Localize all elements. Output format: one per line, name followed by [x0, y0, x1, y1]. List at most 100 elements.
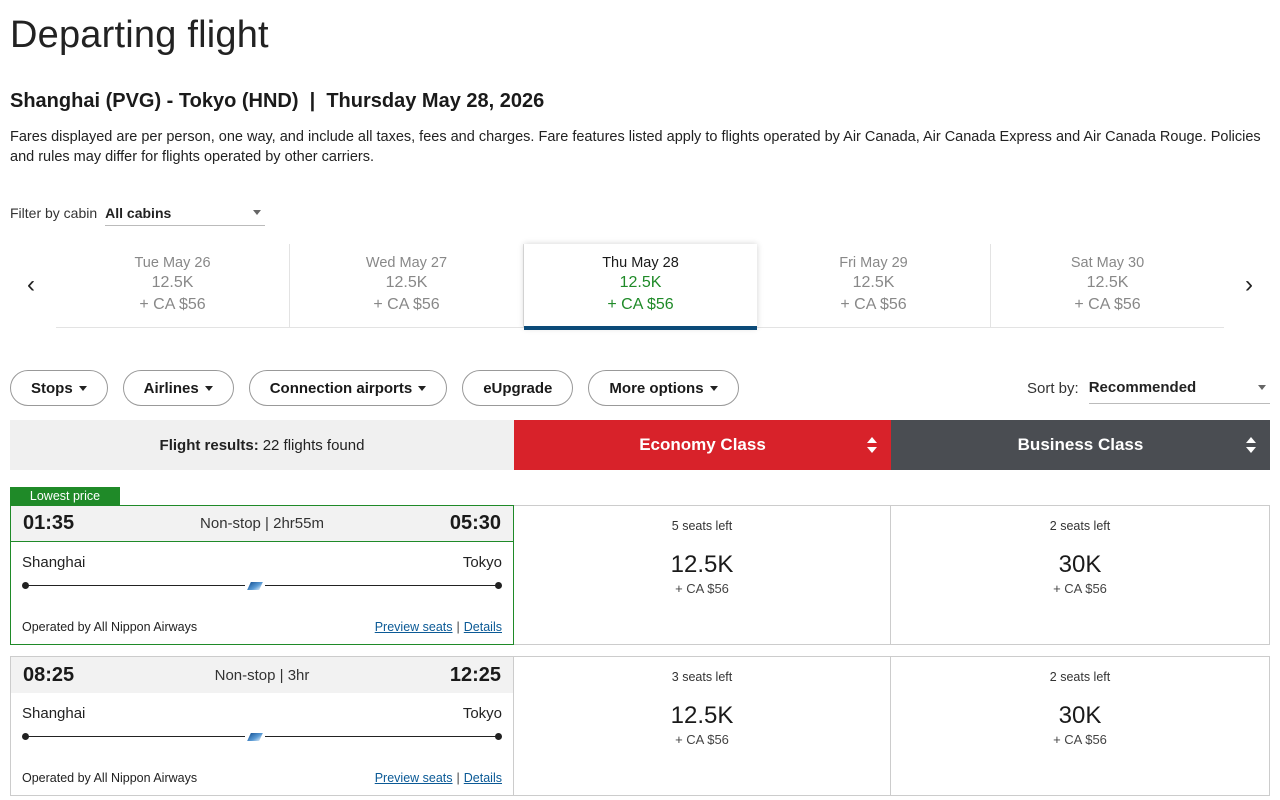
fare-points: 30K [1058, 551, 1102, 578]
economy-fare-cell[interactable]: 5 seats left 12.5K + CA $56 [514, 505, 891, 645]
results-header: Flight results: 22 flights found Economy… [10, 420, 1270, 470]
airlines-filter-button[interactable]: Airlines [122, 370, 234, 406]
preview-seats-link[interactable]: Preview seats [374, 620, 453, 634]
date-points: 12.5K [385, 274, 428, 291]
date-option-selected[interactable]: Thu May 28 12.5K + CA $56 [524, 244, 757, 330]
cabin-filter: Filter by cabin All cabins [10, 200, 266, 226]
cabin-filter-label: Filter by cabin [10, 205, 98, 221]
economy-class-label: Economy Class [639, 435, 766, 454]
departure-time: 08:25 [23, 663, 75, 686]
date-option[interactable]: Fri May 29 12.5K + CA $56 [757, 244, 991, 327]
caret-down-icon [709, 385, 718, 391]
link-separator: | [456, 771, 460, 785]
link-separator: | [456, 620, 460, 634]
flight-info: 08:25 Non-stop | 3hr 12:25 Shanghai Toky… [10, 656, 514, 796]
eupgrade-filter-label: eUpgrade [483, 379, 553, 397]
business-class-label: Business Class [1017, 435, 1144, 454]
filter-bar: Stops Airlines Connection airports eUpgr… [10, 370, 739, 406]
cabin-select-value: All cabins [105, 204, 172, 221]
date-option[interactable]: Sat May 30 12.5K + CA $56 [991, 244, 1224, 327]
seats-left: 3 seats left [671, 670, 733, 684]
economy-class-header[interactable]: Economy Class [514, 420, 891, 470]
date-row: Tue May 26 12.5K + CA $56 Wed May 27 12.… [56, 244, 1224, 330]
flight-time-bar: 08:25 Non-stop | 3hr 12:25 [11, 657, 513, 693]
eupgrade-filter-button[interactable]: eUpgrade [462, 370, 574, 406]
sort-select[interactable]: Recommended [1088, 372, 1270, 404]
caret-down-icon [78, 385, 87, 391]
operator-text: Operated by All Nippon Airways [22, 620, 198, 634]
date-label: Thu May 28 [602, 255, 679, 271]
fare-taxes: + CA $56 [1053, 732, 1107, 747]
economy-fare-cell[interactable]: 3 seats left 12.5K + CA $56 [514, 656, 891, 796]
business-fare-cell[interactable]: 2 seats left 30K + CA $56 [891, 505, 1270, 645]
flight-time-bar: 01:35 Non-stop | 2hr55m 05:30 [11, 506, 513, 542]
date-points: 12.5K [852, 274, 895, 291]
destination-dot [495, 582, 502, 589]
chevron-left-icon[interactable]: ‹ [27, 271, 35, 298]
destination-city: Tokyo [462, 705, 502, 722]
chevron-right-icon[interactable]: › [1245, 271, 1253, 298]
ana-logo-icon [245, 578, 265, 594]
cabin-select[interactable]: All cabins [105, 200, 266, 226]
fare-points: 30K [1058, 702, 1102, 729]
fare-taxes: + CA $56 [675, 732, 729, 747]
flight-cities: Shanghai Tokyo [11, 693, 513, 722]
preview-seats-link[interactable]: Preview seats [374, 771, 453, 785]
flight-row: 01:35 Non-stop | 2hr55m 05:30 Shanghai T… [10, 505, 1270, 645]
results-label: Flight results: [159, 436, 259, 454]
route-heading: Shanghai (PVG) - Tokyo (HND) | Thursday … [10, 90, 545, 112]
stops-filter-label: Stops [31, 379, 73, 397]
date-taxes: + CA $56 [373, 296, 440, 313]
date-points: 12.5K [1086, 274, 1129, 291]
date-taxes: + CA $56 [1074, 296, 1141, 313]
flight-footer: Operated by All Nippon Airways Preview s… [22, 771, 502, 785]
departure-time: 01:35 [23, 512, 75, 534]
results-count-value: 22 flights found [262, 436, 365, 454]
date-option[interactable]: Wed May 27 12.5K + CA $56 [290, 244, 524, 327]
destination-city: Tokyo [462, 554, 502, 571]
caret-down-icon [1257, 385, 1266, 390]
seats-left: 2 seats left [1049, 670, 1111, 684]
business-class-header[interactable]: Business Class [891, 420, 1270, 470]
stops-filter-button[interactable]: Stops [10, 370, 108, 406]
date-taxes: + CA $56 [840, 296, 907, 313]
page-title: Departing flight [10, 14, 269, 56]
details-link[interactable]: Details [463, 620, 502, 634]
flight-info: 01:35 Non-stop | 2hr55m 05:30 Shanghai T… [10, 505, 514, 645]
arrival-time: 12:25 [449, 663, 501, 686]
flight-footer: Operated by All Nippon Airways Preview s… [22, 620, 502, 634]
sort-select-value: Recommended [1088, 379, 1197, 396]
caret-down-icon [204, 385, 213, 391]
flight-cities: Shanghai Tokyo [11, 542, 513, 571]
more-options-button[interactable]: More options [588, 370, 739, 406]
fare-points: 12.5K [670, 702, 734, 729]
date-points: 12.5K [619, 274, 662, 291]
business-fare-cell[interactable]: 2 seats left 30K + CA $56 [891, 656, 1270, 796]
seats-left: 5 seats left [671, 519, 733, 533]
fare-disclaimer: Fares displayed are per person, one way,… [10, 129, 1261, 165]
sort-updown-icon [1246, 437, 1256, 453]
date-taxes: + CA $56 [139, 296, 206, 313]
date-label: Tue May 26 [134, 255, 211, 271]
flight-row: 08:25 Non-stop | 3hr 12:25 Shanghai Toky… [10, 656, 1270, 796]
date-label: Wed May 27 [365, 255, 448, 271]
date-points: 12.5K [151, 274, 194, 291]
caret-down-icon [253, 210, 262, 215]
caret-down-icon [418, 385, 427, 391]
fare-points: 12.5K [670, 551, 734, 578]
connection-airports-filter-button[interactable]: Connection airports [248, 370, 448, 406]
details-link[interactable]: Details [463, 771, 502, 785]
airlines-filter-label: Airlines [143, 379, 199, 397]
sort-control: Sort by: Recommended [1027, 372, 1270, 404]
fare-taxes: + CA $56 [675, 581, 729, 596]
date-label: Sat May 30 [1070, 255, 1145, 271]
flight-duration: Non-stop | 2hr55m [200, 515, 324, 532]
seats-left: 2 seats left [1049, 519, 1111, 533]
date-option[interactable]: Tue May 26 12.5K + CA $56 [56, 244, 290, 327]
date-carousel: ‹ Tue May 26 12.5K + CA $56 Wed May 27 1… [10, 244, 1270, 330]
origin-city: Shanghai [22, 705, 86, 722]
origin-city: Shanghai [22, 554, 86, 571]
flight-links: Preview seats | Details [375, 620, 502, 634]
sort-updown-icon [867, 437, 877, 453]
results-count: Flight results: 22 flights found [10, 420, 514, 470]
